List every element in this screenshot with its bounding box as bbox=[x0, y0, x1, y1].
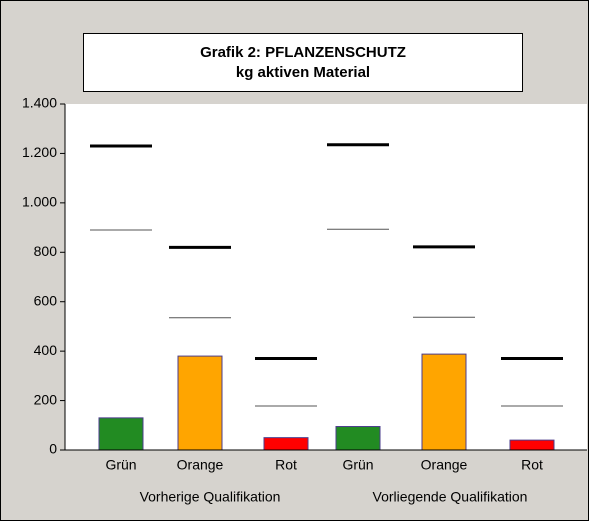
chart-subtitle: kg aktiven Material bbox=[236, 64, 370, 81]
bar bbox=[509, 439, 555, 451]
y-tick-label: 1.200 bbox=[22, 144, 57, 160]
y-tick-label: 800 bbox=[34, 243, 58, 259]
group-label: Vorherige Qualifikation bbox=[140, 489, 281, 505]
y-tick-label: 1.000 bbox=[22, 194, 57, 210]
plot-area bbox=[65, 104, 587, 450]
bar bbox=[335, 426, 381, 451]
x-tick-label: Grün bbox=[105, 457, 136, 473]
chart-title: Grafik 2: PFLANZENSCHUTZ bbox=[200, 44, 406, 61]
group-label: Vorliegende Qualifikation bbox=[373, 489, 528, 505]
x-tick-label: Grün bbox=[342, 457, 373, 473]
bar bbox=[98, 417, 144, 451]
x-tick-label: Rot bbox=[275, 457, 297, 473]
bar bbox=[177, 355, 223, 451]
bar bbox=[421, 353, 467, 451]
y-tick-label: 200 bbox=[34, 391, 58, 407]
y-tick-label: 400 bbox=[34, 342, 58, 358]
y-tick-label: 600 bbox=[34, 292, 58, 308]
y-tick-label: 1.400 bbox=[22, 95, 57, 111]
bar bbox=[263, 437, 309, 451]
x-tick-label: Orange bbox=[177, 457, 224, 473]
x-tick-label: Orange bbox=[421, 457, 468, 473]
title-box bbox=[83, 33, 523, 92]
y-tick-label: 0 bbox=[49, 441, 57, 457]
x-tick-label: Rot bbox=[521, 457, 543, 473]
